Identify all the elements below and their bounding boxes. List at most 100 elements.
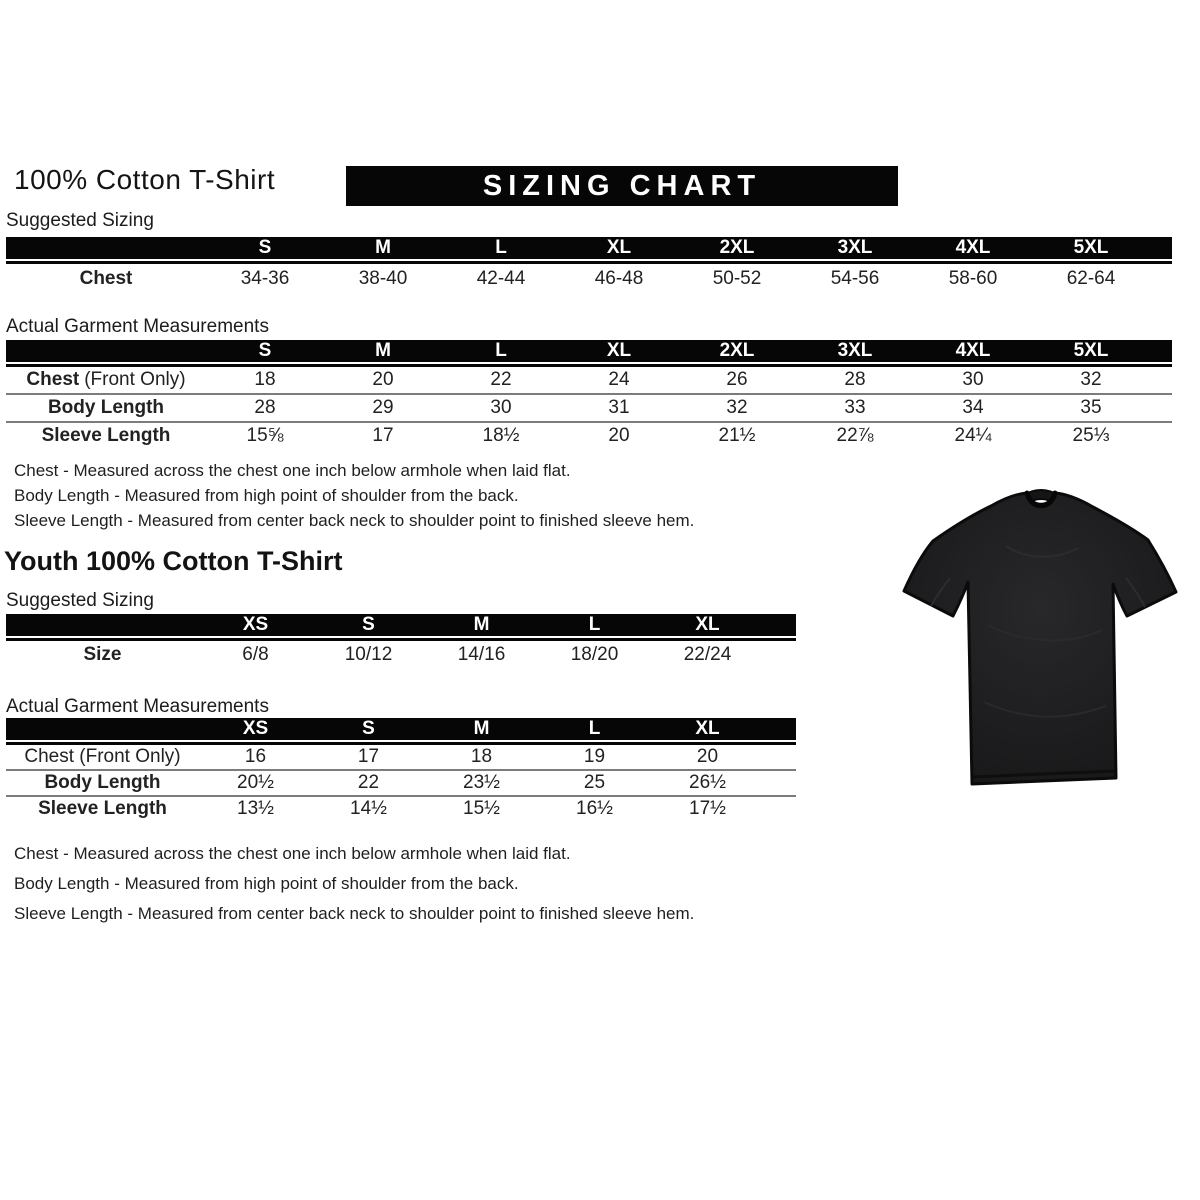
row-separator (6, 393, 1172, 395)
youth-section-title: Youth 100% Cotton T-Shirt (4, 546, 343, 576)
size-col-header: XL (651, 614, 764, 636)
cell: 28 (844, 369, 866, 390)
tshirt-sleeve-crease (1125, 577, 1146, 608)
size-col-header: XL (560, 237, 678, 259)
row-label-chest: Chest (Front Only) (6, 367, 206, 393)
size-col-header: M (324, 237, 442, 259)
cell: 30 (962, 369, 984, 390)
black-tshirt-image (902, 489, 1178, 786)
row-separator (6, 769, 796, 771)
cell: 33 (844, 397, 866, 418)
cell: 14/16 (457, 644, 506, 665)
cell: 20 (608, 425, 630, 446)
size-col-header: XS (199, 718, 312, 740)
row-label-body-length: Body Length (6, 771, 199, 795)
header-rule (6, 742, 796, 745)
cell: 26 (726, 369, 748, 390)
tshirt-wrinkle (1005, 545, 1079, 558)
cell: 62-64 (1066, 268, 1116, 289)
corner-cell (6, 718, 199, 740)
size-col-header: XS (199, 614, 312, 636)
youth-suggested-sizing-table: XS S M L XL Size 6/8 10/12 14/16 18/20 2… (6, 614, 796, 669)
cell: 16½ (576, 798, 613, 819)
cell: 30 (490, 397, 512, 418)
row-label-text: Body Length (44, 772, 161, 793)
size-col-header: XL (651, 718, 764, 740)
corner-cell (6, 340, 206, 362)
filler-cell (764, 745, 796, 769)
filler-cell (1150, 340, 1172, 362)
youth-actual-measurements-table: XS S M L XL Chest (Front Only) 16 17 18 … (6, 718, 796, 821)
cell: 10/12 (344, 644, 393, 665)
table-row-size: Size 6/8 10/12 14/16 18/20 22/24 (6, 641, 796, 669)
cell: 22 (490, 369, 512, 390)
row-label-suffix: (Front Only) (84, 369, 186, 390)
corner-cell (6, 614, 199, 636)
cell: 29 (372, 397, 394, 418)
note-body-length: Body Length - Measured from high point o… (14, 486, 519, 505)
note-chest: Chest - Measured across the chest one in… (14, 461, 571, 480)
cell: 18 (254, 369, 276, 390)
row-label-text: Sleeve Length (38, 798, 167, 819)
cell: 18 (470, 746, 493, 767)
filler-cell (1150, 264, 1172, 294)
youth-measurement-notes: Chest - Measured across the chest one in… (14, 845, 694, 935)
cell: 21½ (718, 425, 756, 446)
row-label-text: Chest (Front Only) (24, 746, 181, 767)
cell: 26½ (689, 772, 726, 793)
sizing-chart-banner: SIZING CHART (346, 166, 898, 206)
row-label-text: Size (83, 644, 122, 665)
size-col-header: 4XL (914, 340, 1032, 362)
header-gap (6, 636, 796, 638)
size-col-header: 2XL (678, 340, 796, 362)
adult-actual-measurements-table: S M L XL 2XL 3XL 4XL 5XL Chest (Front Onl… (6, 340, 1172, 449)
filler-cell (764, 718, 796, 740)
size-col-header: L (538, 614, 651, 636)
cell: 23½ (463, 772, 500, 793)
note-chest: Chest - Measured across the chest one in… (14, 844, 571, 863)
header-rule (6, 261, 1172, 264)
row-separator (6, 795, 796, 797)
cell: 13½ (237, 798, 274, 819)
cell: 15½ (463, 798, 500, 819)
filler-cell (764, 771, 796, 795)
size-col-header: XL (560, 340, 678, 362)
cell: 25 (583, 772, 606, 793)
row-separator (6, 421, 1172, 423)
table-row-sleeve-length: Sleeve Length 15⅝ 17 18½ 20 21½ 22⅞ 24¼ … (6, 423, 1172, 449)
page-title: 100% Cotton T-Shirt (14, 164, 276, 195)
table-row-body-length: Body Length 20½ 22 23½ 25 26½ (6, 771, 796, 795)
adult-suggested-sizing-label: Suggested Sizing (6, 210, 154, 231)
size-col-header: 5XL (1032, 340, 1150, 362)
cell: 38-40 (358, 268, 408, 289)
header-rule (6, 638, 796, 641)
header-rule (6, 364, 1172, 367)
cell: 28 (254, 397, 276, 418)
tshirt-wrinkle (983, 701, 1107, 718)
cell: 20 (696, 746, 719, 767)
cell: 22/24 (683, 644, 732, 665)
cell: 20 (372, 369, 394, 390)
cell: 18/20 (570, 644, 619, 665)
youth-actual-measurements-label: Actual Garment Measurements (6, 696, 269, 717)
cell: 19 (583, 746, 606, 767)
note-sleeve-length: Sleeve Length - Measured from center bac… (14, 904, 695, 923)
size-col-header: 3XL (796, 340, 914, 362)
filler-cell (1150, 237, 1172, 259)
row-label-size: Size (6, 641, 199, 669)
row-label-body-length: Body Length (6, 395, 206, 421)
youth-suggested-sizing-label: Suggested Sizing (6, 590, 154, 611)
size-col-header: 5XL (1032, 237, 1150, 259)
size-header-row: XS S M L XL (6, 718, 796, 740)
note-sleeve-length: Sleeve Length - Measured from center bac… (14, 511, 695, 530)
size-col-header: M (324, 340, 442, 362)
size-col-header: M (425, 614, 538, 636)
cell: 32 (1080, 369, 1102, 390)
row-label-sleeve-length: Sleeve Length (6, 423, 206, 449)
cell: 35 (1080, 397, 1102, 418)
cell: 42-44 (476, 268, 526, 289)
cell: 14½ (350, 798, 387, 819)
size-col-header: 4XL (914, 237, 1032, 259)
cell: 34-36 (240, 268, 290, 289)
